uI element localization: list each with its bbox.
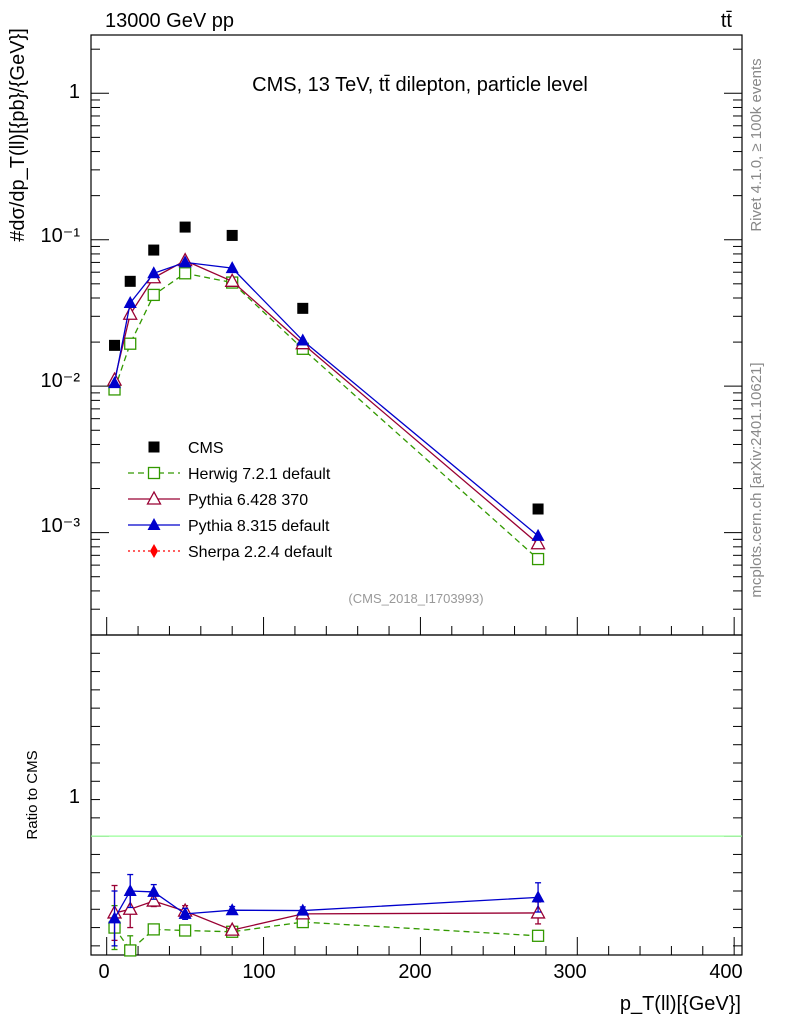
- data-point: [179, 221, 191, 233]
- data-point: [178, 255, 192, 268]
- legend: CMS Herwig 7.2.1 default Pythia 6.428 370 P…: [128, 440, 333, 561]
- data-point: [124, 337, 137, 350]
- legend-label: Pythia 6.428 370: [188, 492, 308, 509]
- process-label: tt̄: [721, 10, 733, 32]
- data-point: [148, 244, 160, 256]
- ratio-point: [531, 890, 545, 903]
- legend-entry: CMS: [148, 440, 224, 457]
- data-point: [531, 528, 545, 541]
- x-tick-label-200: 200: [398, 961, 431, 983]
- data-point: [224, 272, 240, 287]
- ratio-point: [178, 906, 192, 919]
- beam-label: 13000 GeV pp: [105, 10, 234, 32]
- x-axis-ticks-main: [106, 617, 735, 635]
- ratio-point: [108, 911, 122, 924]
- mcplots-reference-label: mcplots.cern.ch [arXiv:2401.10621]: [748, 362, 765, 597]
- plot-title: CMS, 13 TeV, tt̄ dilepton, particle leve…: [252, 74, 588, 96]
- ratio-panel-frame: [90, 634, 743, 956]
- y-axis-title-ratio: Ratio to CMS: [24, 750, 41, 839]
- x-tick-label-300: 300: [553, 961, 586, 983]
- legend-entry: Sherpa 2.2.4 default: [128, 544, 333, 561]
- data-point: [123, 295, 137, 308]
- data-point: [109, 339, 121, 351]
- x-tick-label-400: 400: [709, 961, 742, 983]
- ratio-point: [147, 923, 160, 936]
- data-point: [530, 535, 546, 550]
- ratio-tick-label-1: 1: [69, 786, 80, 808]
- data-point: [147, 288, 160, 302]
- legend-marker: [146, 490, 162, 505]
- series-herwig-7-2-1-default: [108, 267, 545, 957]
- ratio-point: [225, 903, 239, 916]
- x-tick-label-100: 100: [242, 961, 275, 983]
- legend-entry: Pythia 8.315 default: [128, 518, 330, 535]
- legend-label: Herwig 7.2.1 default: [188, 466, 331, 483]
- ratio-point: [224, 921, 240, 936]
- data-point: [297, 302, 309, 314]
- series-line: [113, 261, 539, 537]
- x-axis-title: p_T(ll)[{GeV}]: [620, 993, 741, 1015]
- data-point: [296, 333, 310, 346]
- rivet-version-label: Rivet 4.1.0, ≥ 100k events: [748, 58, 765, 231]
- data-point: [124, 275, 136, 287]
- ratio-point: [147, 884, 161, 897]
- x-tick-label-0: 0: [98, 961, 109, 983]
- analysis-id: (CMS_2018_I1703993): [348, 591, 483, 606]
- data-point: [531, 552, 545, 566]
- ratio-point: [146, 892, 162, 907]
- ratio-point: [296, 903, 310, 916]
- data-point: [226, 229, 238, 241]
- ratio-point: [123, 884, 137, 896]
- data-point: [122, 305, 138, 320]
- legend-label: Pythia 8.315 default: [188, 518, 330, 535]
- series-pythia-8-315-default: [108, 255, 545, 947]
- legend-marker: [147, 466, 161, 480]
- y-axis-title-main: #dσ/dp_T(ll)[{pb}/{GeV}]: [7, 28, 29, 242]
- y-tick-label-1e-3: 10⁻³: [41, 515, 81, 537]
- y-tick-label-1e-1: 10⁻¹: [41, 225, 81, 247]
- y-tick-label-1e-2: 10⁻²: [41, 370, 81, 392]
- ratio-point: [122, 900, 138, 915]
- legend-marker: [150, 544, 158, 558]
- legend-marker: [148, 441, 160, 453]
- data-point: [532, 503, 544, 515]
- ratio-point: [178, 924, 192, 937]
- series-cms: [109, 221, 544, 515]
- ratio-point: [124, 944, 137, 957]
- x-axis-ticks-ratio: [106, 937, 735, 955]
- data-point: [108, 376, 122, 389]
- series-line: [113, 259, 539, 545]
- legend-entry: Pythia 6.428 370: [128, 490, 308, 509]
- legend-label: CMS: [188, 440, 224, 457]
- legend-marker: [147, 518, 161, 530]
- ratio-point: [531, 929, 545, 942]
- legend-label: Sherpa 2.2.4 default: [188, 544, 333, 561]
- series-layer: [106, 221, 546, 957]
- data-point: [178, 267, 192, 280]
- y-axis-ticks-ratio: [91, 634, 742, 947]
- series-line: [113, 272, 539, 560]
- data-point: [147, 266, 161, 279]
- legend-entry: Herwig 7.2.1 default: [128, 466, 331, 483]
- data-point: [225, 261, 239, 274]
- y-tick-label-1: 1: [69, 81, 80, 103]
- ratio-line: [114, 900, 539, 931]
